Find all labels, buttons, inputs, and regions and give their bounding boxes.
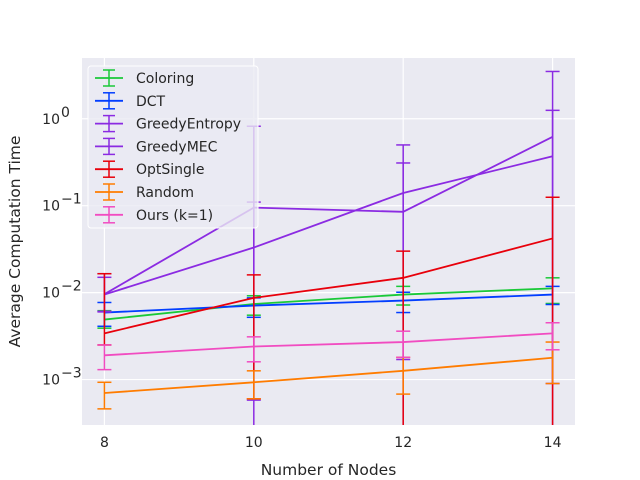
- series-line: [103, 136, 553, 295]
- legend-label: OptSingle: [136, 162, 204, 178]
- legend-entry: Ours (k=1): [95, 206, 213, 224]
- legend-label: DCT: [136, 94, 166, 110]
- x-axis-label: Number of Nodes: [261, 461, 397, 479]
- legend-box: [87, 65, 259, 229]
- legend-label: Random: [136, 185, 194, 201]
- series-layer: [97, 70, 560, 425]
- legend-entry: GreedyEntropy: [95, 114, 241, 133]
- x-tick-label: 10: [245, 435, 263, 451]
- y-tick-label: 10: [42, 112, 60, 128]
- series-line: [104, 293, 553, 314]
- legend-label: Coloring: [136, 71, 194, 87]
- x-tick-label: 8: [100, 435, 109, 451]
- legend-label: Ours (k=1): [136, 208, 213, 224]
- series-line: [104, 332, 553, 357]
- legend-entry: Random: [95, 183, 194, 201]
- series-line: [104, 237, 553, 335]
- y-axis-label: Average Computation Time: [6, 136, 24, 348]
- legend-entry: DCT: [95, 92, 166, 110]
- x-tick-label: 14: [544, 435, 562, 451]
- legend-entry: Coloring: [95, 69, 194, 87]
- legend: Coloring DCT GreedyEntropy GreedyMEC OptSing…: [87, 65, 259, 229]
- y-tick-exponent: 0: [61, 105, 70, 121]
- legend-entry: OptSingle: [95, 160, 204, 178]
- y-tick-exponent: −1: [61, 192, 82, 208]
- y-tick-label: 10: [42, 286, 60, 302]
- y-tick-exponent: −2: [61, 279, 82, 295]
- series-ours-k-1-: [97, 322, 560, 371]
- series-line: [104, 287, 553, 321]
- legend-label: GreedyMEC: [136, 139, 218, 155]
- legend-label: GreedyEntropy: [136, 117, 241, 133]
- y-tick-label: 10: [42, 373, 60, 389]
- y-tick-exponent: −3: [61, 366, 82, 382]
- series-random: [97, 341, 560, 410]
- x-axis-ticks: 8 10 12 14: [100, 435, 562, 451]
- series-line: [104, 356, 553, 394]
- y-tick-label: 10: [42, 199, 60, 215]
- x-tick-label: 12: [394, 435, 412, 451]
- legend-entry: GreedyMEC: [95, 137, 218, 155]
